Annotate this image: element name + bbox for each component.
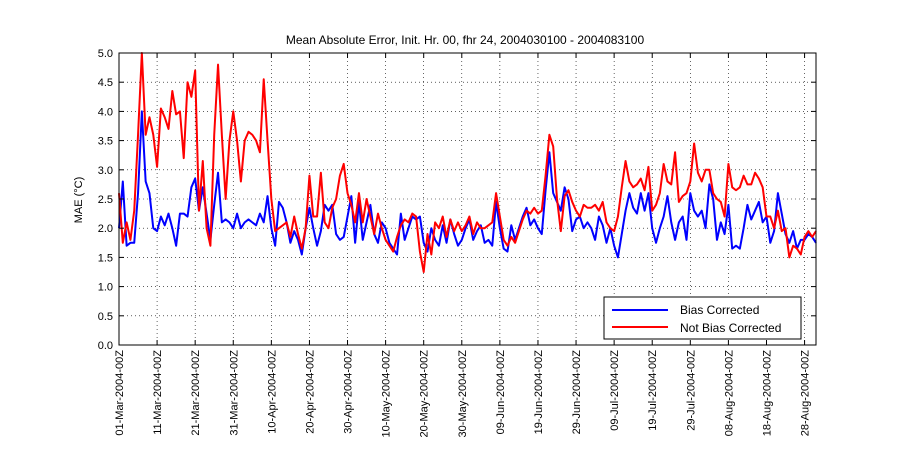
x-tick-label: 19-Jul-2004-00Z [647, 350, 659, 431]
y-tick-label: 0.0 [98, 340, 113, 352]
y-tick-label: 3.5 [98, 136, 113, 148]
axis-ticks: 0.0 0.5 1.0 1.5 2.0 2.5 3.0 3.5 4.0 4.5 5.0 01-Mar-… [98, 48, 816, 437]
y-tick-label: 3.0 [98, 165, 113, 177]
x-tick-label: 30-May-2004-00Z [457, 350, 469, 438]
x-tick-label: 18-Aug-2004-00Z [761, 350, 773, 437]
x-tick-label: 29-Jun-2004-00Z [571, 350, 583, 435]
series-lines [118, 52, 817, 273]
legend-box [603, 296, 802, 340]
y-tick-label: 5.0 [98, 48, 113, 60]
y-tick-label: 0.5 [98, 311, 113, 323]
series-line-not-bias-corrected [118, 52, 817, 273]
x-tick-label: 30-Apr-2004-00Z [343, 350, 355, 434]
legend-label-bias-corrected: Bias Corrected [680, 303, 759, 317]
x-tick-label: 20-Apr-2004-00Z [304, 350, 316, 434]
x-tick-label: 28-Aug-2004-00Z [800, 350, 812, 437]
x-tick-label: 29-Jul-2004-00Z [685, 350, 697, 431]
y-tick-label: 2.0 [98, 223, 113, 235]
x-tick-label: 01-Mar-2004-00Z [114, 350, 126, 436]
x-tick-label: 31-Mar-2004-00Z [228, 350, 240, 436]
y-tick-label: 4.5 [98, 77, 113, 89]
x-tick-label: 20-May-2004-00Z [419, 350, 431, 438]
x-tick-label: 08-Aug-2004-00Z [723, 350, 735, 437]
x-tick-label: 10-May-2004-00Z [381, 350, 393, 438]
x-tick-label: 09-Jul-2004-00Z [609, 350, 621, 431]
legend-label-not-bias-corrected: Not Bias Corrected [680, 321, 781, 335]
chart-title: Mean Absolute Error, Init. Hr. 00, fhr 2… [286, 33, 645, 47]
legend: Bias Corrected Not Bias Corrected [603, 296, 802, 340]
x-tick-label: 19-Jun-2004-00Z [533, 350, 545, 435]
x-tick-label: 10-Apr-2004-00Z [266, 350, 278, 434]
series-line-bias-corrected [118, 110, 817, 259]
y-tick-label: 1.5 [98, 252, 113, 264]
x-tick-label: 11-Mar-2004-00Z [152, 350, 164, 435]
y-tick-label: 1.0 [98, 282, 113, 294]
x-tick-label: 09-Jun-2004-00Z [495, 350, 507, 435]
y-tick-label: 2.5 [98, 194, 113, 206]
y-axis-label: MAE (°C) [73, 177, 85, 224]
y-tick-label: 4.0 [98, 106, 113, 118]
x-tick-label: 21-Mar-2004-00Z [190, 350, 202, 436]
